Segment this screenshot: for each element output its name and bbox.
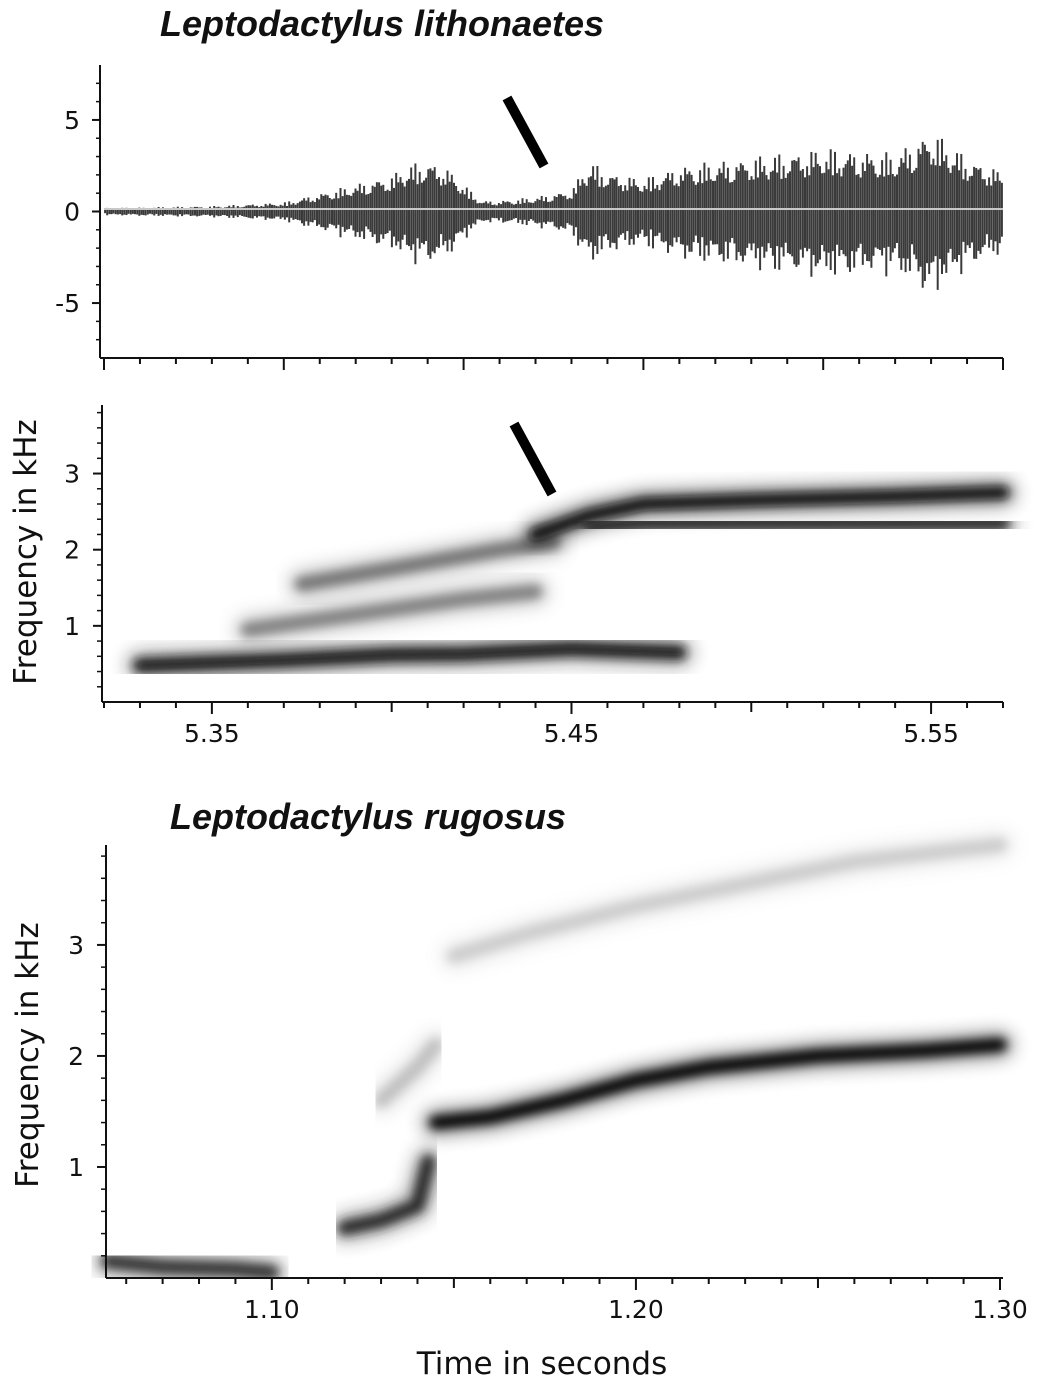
y-tick-label: 1 <box>64 612 80 641</box>
spec1-y-label: Frequency in kHz <box>8 419 44 685</box>
spectrogram-lithonaetes-traces <box>127 479 1016 679</box>
title-lithonaetes: Leptodactylus lithonaetes <box>160 3 604 44</box>
harmonic-trace <box>374 1038 443 1107</box>
harmonic-trace <box>241 585 542 637</box>
spectrogram-lithonaetes-panel: 1 2 3 5.35 5.45 5.55 Frequency in kHz <box>8 405 1016 748</box>
spec1-ticks: 1 2 3 5.35 5.45 5.55 <box>64 411 1004 748</box>
waveform-x-ticks <box>103 358 1004 370</box>
harmonic-trace-halo <box>440 832 1013 969</box>
x-tick-label: 1.20 <box>608 1295 664 1324</box>
onset-marker-waveform <box>502 95 549 169</box>
spectrogram-rugosus-traces <box>95 832 1013 1286</box>
y-tick-label: 5 <box>64 106 80 135</box>
y-tick-label: 3 <box>68 931 84 960</box>
harmonic-trace <box>429 1038 1007 1130</box>
waveform-y-ticks: 5 0 -5 <box>55 82 100 341</box>
harmonic-trace <box>101 1254 279 1279</box>
harmonic-trace <box>133 642 686 672</box>
spec2-ticks: 1 2 3 1.10 1.20 1.30 <box>68 855 1028 1324</box>
y-tick-label: -5 <box>55 289 80 318</box>
harmonic-trace <box>583 516 1010 534</box>
x-tick-label: 1.30 <box>972 1295 1028 1324</box>
y-tick-label: 1 <box>68 1153 84 1182</box>
waveform-panel: Leptodactylus lithonaetes 5 0 -5 <box>55 3 1004 370</box>
y-tick-label: 2 <box>68 1042 84 1071</box>
x-axis-label: Time in seconds <box>416 1346 668 1382</box>
harmonic-trace <box>447 838 1007 963</box>
y-tick-label: 2 <box>64 536 80 565</box>
x-tick-label: 5.45 <box>544 719 600 748</box>
harmonic-trace <box>338 1154 435 1235</box>
x-tick-label: 5.35 <box>184 719 240 748</box>
onset-marker-spectrogram <box>509 421 557 497</box>
y-tick-label: 0 <box>64 198 80 227</box>
spec2-y-label: Frequency in kHz <box>10 922 46 1188</box>
y-tick-label: 3 <box>64 460 80 489</box>
harmonic-trace <box>295 535 560 591</box>
title-rugosus: Leptodactylus rugosus <box>170 796 566 837</box>
x-tick-label: 1.10 <box>244 1295 300 1324</box>
waveform-signal <box>104 138 1003 290</box>
spectrogram-rugosus-panel: Leptodactylus rugosus 1 2 3 1.10 1.20 1.30 Fr… <box>10 796 1028 1382</box>
x-tick-label: 5.55 <box>903 719 959 748</box>
